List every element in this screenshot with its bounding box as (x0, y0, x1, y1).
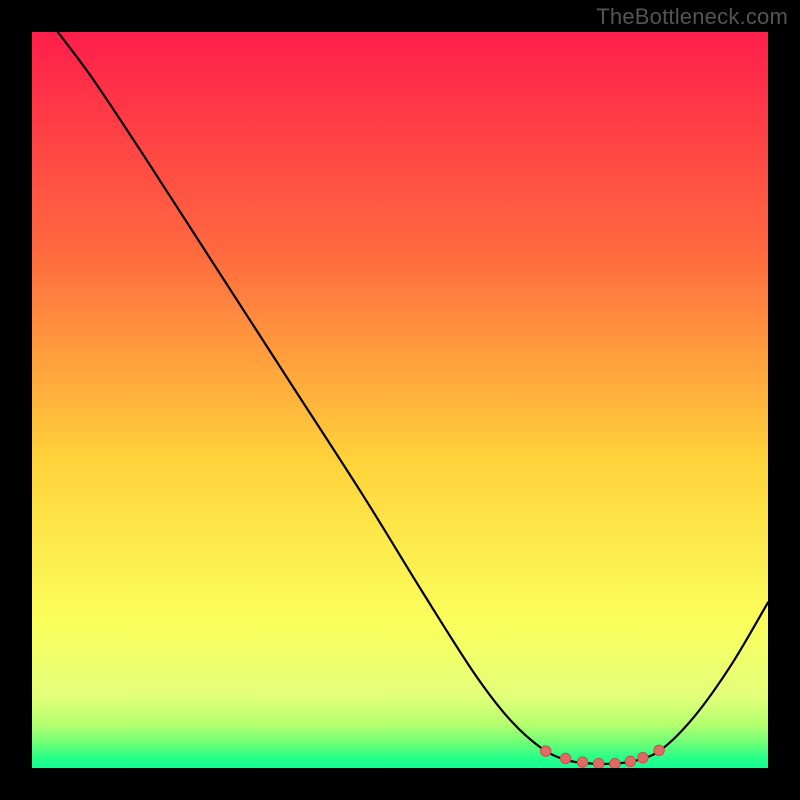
marker-point (594, 758, 604, 768)
watermark-text: TheBottleneck.com (596, 4, 788, 30)
marker-point (541, 746, 551, 756)
marker-point (560, 753, 570, 763)
plot-area (32, 32, 768, 768)
marker-point (638, 753, 648, 763)
marker-point (654, 745, 664, 755)
marker-point (577, 757, 587, 767)
marker-point (610, 758, 620, 768)
marker-point (625, 756, 635, 766)
background-rect (32, 32, 768, 768)
chart-stage: TheBottleneck.com (0, 0, 800, 800)
plot-svg (32, 32, 768, 768)
